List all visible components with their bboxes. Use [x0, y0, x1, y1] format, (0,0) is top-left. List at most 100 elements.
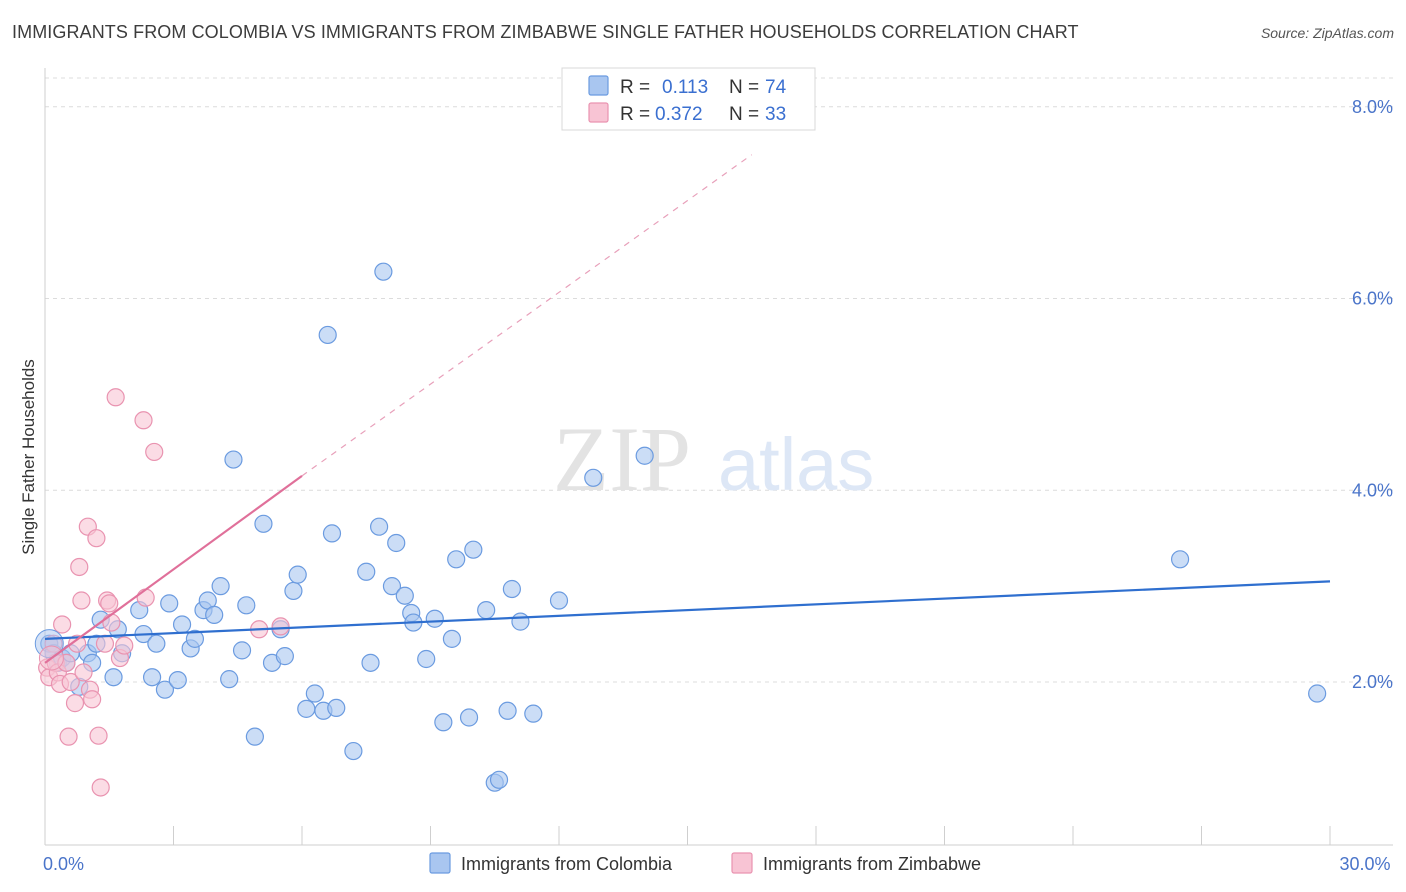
point-zimbabwe — [72, 591, 91, 610]
y-tick-label: 6.0% — [1352, 289, 1393, 309]
legend-swatch-colombia — [588, 75, 609, 96]
legend-swatch-zimbabwe — [588, 102, 609, 123]
point-colombia — [275, 647, 294, 666]
point-zimbabwe — [89, 726, 108, 745]
y-tick-label: 4.0% — [1352, 480, 1393, 500]
point-colombia — [1308, 684, 1327, 703]
point-colombia — [168, 670, 187, 690]
axes — [44, 68, 1393, 846]
point-colombia — [142, 668, 162, 687]
legend-bottom-label-zimbabwe: Immigrants from Zimbabwe — [763, 854, 981, 874]
point-zimbabwe — [134, 411, 153, 430]
legend-n-label-zimbabwe: N = — [729, 104, 759, 125]
point-colombia — [211, 577, 230, 596]
source-label: Source: ZipAtlas.com — [1260, 25, 1394, 41]
point-colombia — [232, 641, 252, 660]
trend-line-zimbabwe-extension — [301, 154, 753, 477]
point-colombia — [498, 701, 517, 720]
trend-line-zimbabwe — [44, 474, 303, 664]
point-colombia — [172, 615, 192, 634]
point-colombia — [524, 704, 543, 723]
trend-line-colombia — [44, 580, 1331, 640]
point-colombia — [288, 565, 307, 584]
legend-n-label-colombia: N = — [729, 77, 759, 98]
point-colombia — [160, 594, 179, 613]
point-colombia — [155, 680, 175, 699]
legend-bottom-swatch-colombia — [429, 852, 451, 874]
point-colombia — [370, 517, 389, 536]
point-colombia — [361, 653, 380, 672]
legend-r-value-colombia: 0.113 — [662, 77, 708, 98]
point-zimbabwe — [100, 594, 119, 613]
point-zimbabwe — [91, 778, 110, 797]
point-colombia — [442, 629, 462, 648]
point-colombia — [322, 524, 342, 543]
point-zimbabwe — [59, 727, 78, 746]
watermark: ZIP atlas — [553, 408, 874, 510]
point-colombia — [237, 596, 256, 615]
point-zimbabwe — [65, 694, 85, 713]
legend-top: R = 0.113 N = 74 R = 0.372 N = 33 — [561, 67, 816, 131]
gridlines — [45, 77, 1393, 683]
legend-bottom-swatch-zimbabwe — [731, 852, 753, 874]
point-colombia — [635, 446, 654, 465]
point-zimbabwe — [83, 690, 102, 709]
x-tick-label: 0.0% — [43, 854, 84, 874]
point-colombia — [511, 612, 530, 631]
point-colombia — [425, 609, 444, 628]
legend-r-label-zimbabwe: R = — [620, 104, 650, 125]
point-zimbabwe — [70, 557, 89, 577]
point-zimbabwe — [106, 388, 125, 407]
point-zimbabwe — [271, 617, 290, 636]
y-tick-labels: 2.0% 4.0% 6.0% 8.0% — [1352, 97, 1393, 692]
y-tick-label: 8.0% — [1352, 97, 1393, 117]
point-colombia — [387, 533, 406, 553]
point-colombia — [205, 605, 224, 625]
watermark-atlas: atlas — [718, 423, 874, 506]
point-colombia — [549, 591, 569, 610]
point-colombia — [185, 629, 205, 648]
point-colombia — [318, 325, 337, 345]
point-colombia — [220, 670, 239, 689]
point-colombia — [447, 550, 466, 569]
x-tick-label: 30.0% — [1339, 854, 1390, 874]
y-tick-label: 2.0% — [1352, 672, 1393, 692]
point-colombia — [357, 562, 376, 581]
point-colombia — [305, 684, 324, 703]
chart-title: IMMIGRANTS FROM COLOMBIA VS IMMIGRANTS F… — [12, 22, 1079, 42]
point-colombia — [502, 579, 521, 599]
point-zimbabwe — [87, 529, 106, 548]
point-colombia — [434, 713, 453, 732]
point-colombia — [297, 699, 316, 718]
point-colombia — [477, 601, 496, 620]
point-colombia — [382, 577, 402, 596]
point-colombia — [459, 708, 479, 727]
point-colombia — [374, 262, 393, 281]
point-colombia — [245, 727, 264, 746]
legend-r-label-colombia: R = — [620, 77, 650, 98]
y-axis-title: Single Father Households — [19, 359, 38, 555]
point-colombia — [254, 514, 273, 533]
point-zimbabwe — [61, 672, 80, 692]
point-zimbabwe — [74, 663, 93, 682]
point-zimbabwe — [95, 634, 115, 653]
point-colombia — [464, 540, 483, 559]
point-zimbabwe — [102, 613, 121, 632]
point-colombia — [284, 581, 303, 601]
point-colombia — [1170, 550, 1190, 569]
point-colombia — [489, 770, 509, 789]
legend-r-value-zimbabwe: 0.372 — [655, 104, 703, 125]
point-zimbabwe — [53, 615, 72, 634]
point-colombia — [104, 668, 123, 687]
point-colombia — [224, 450, 243, 469]
legend-bottom: Immigrants from Colombia Immigrants from… — [429, 852, 981, 874]
legend-n-value-colombia: 74 — [765, 77, 787, 98]
point-colombia — [344, 741, 363, 761]
point-zimbabwe — [145, 442, 164, 462]
x-tick-labels: 0.0% 30.0% — [43, 854, 1391, 874]
legend-bottom-label-colombia: Immigrants from Colombia — [461, 854, 673, 874]
watermark-zip: ZIP — [553, 408, 691, 510]
point-colombia — [417, 649, 436, 669]
point-zimbabwe — [136, 588, 155, 607]
